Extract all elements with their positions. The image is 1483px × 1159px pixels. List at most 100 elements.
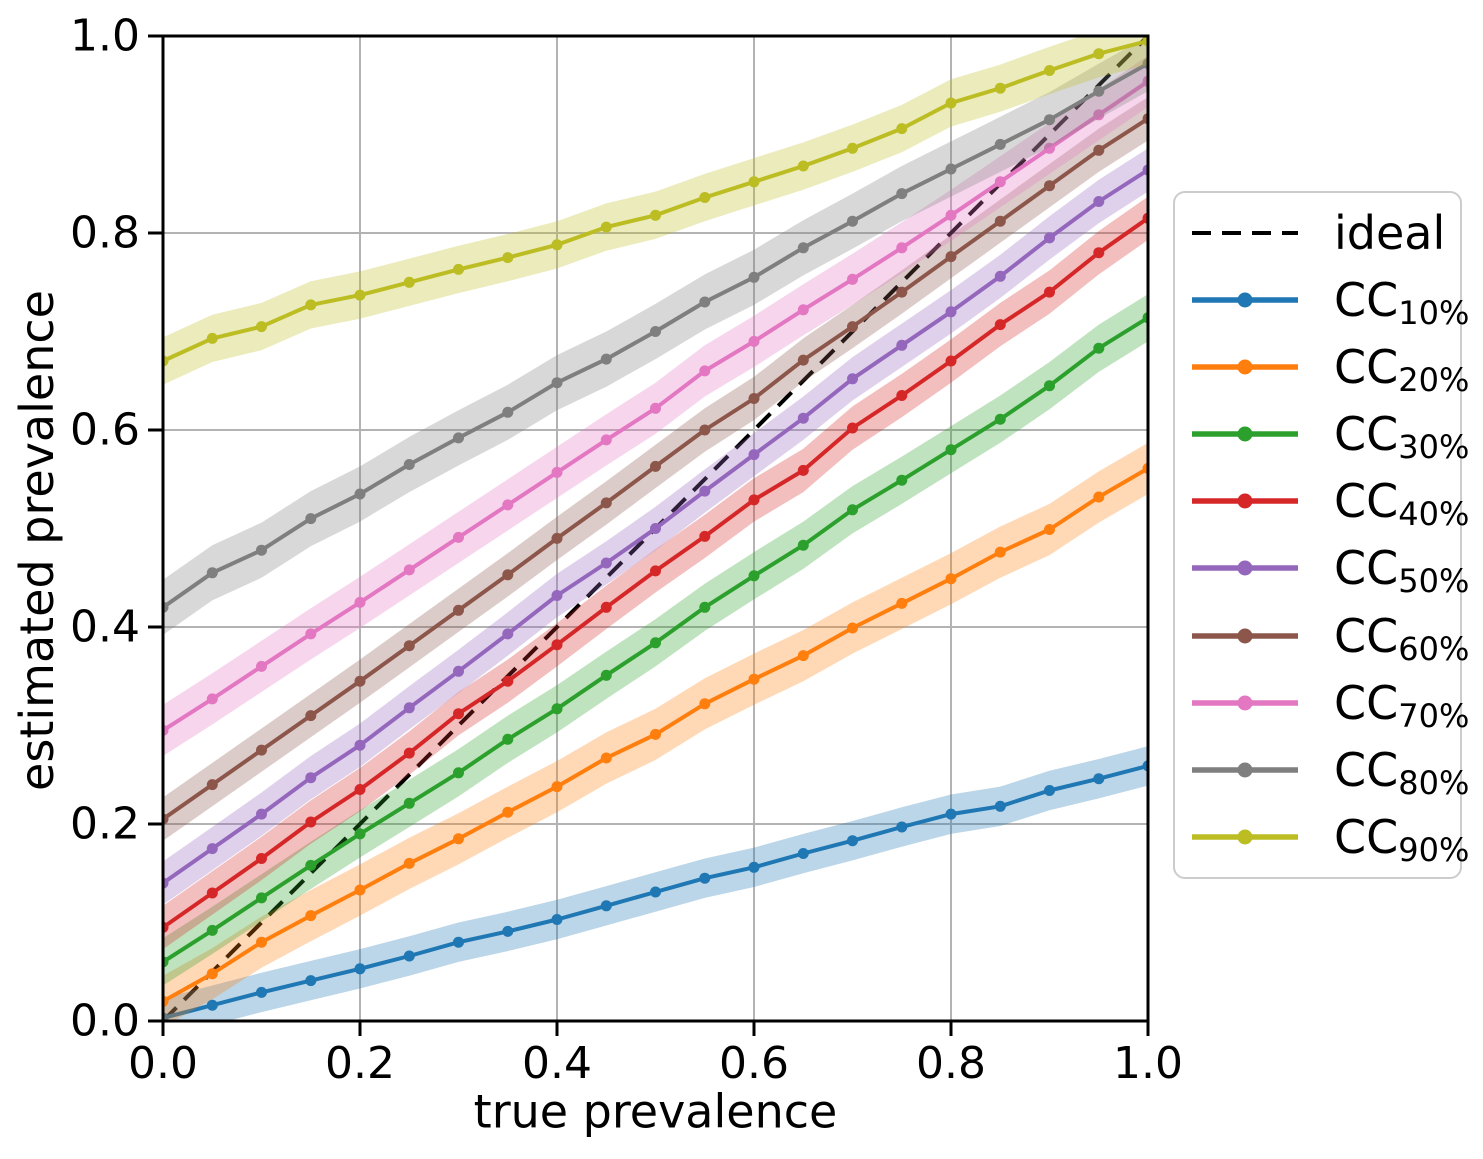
series-marker-icon: [1237, 762, 1253, 778]
data-point-marker: [896, 242, 908, 254]
data-point-marker: [502, 925, 514, 937]
legend-entry-cc-30-: CC30%: [1190, 401, 1469, 467]
data-point-marker: [256, 892, 267, 904]
series-marker-icon: [1237, 426, 1253, 442]
data-point-marker: [748, 494, 760, 506]
data-point-marker: [699, 296, 711, 308]
data-point-marker: [354, 675, 366, 687]
data-point-marker: [551, 466, 563, 478]
data-point-marker: [403, 857, 415, 869]
data-point-marker: [256, 853, 267, 864]
data-point-marker: [502, 569, 514, 581]
data-point-marker: [600, 353, 612, 365]
data-point-marker: [847, 273, 858, 285]
data-point-marker: [256, 808, 267, 820]
data-point-marker: [256, 660, 267, 672]
data-point-marker: [256, 744, 267, 756]
series-cc-90-: [163, 36, 1148, 385]
data-point-marker: [945, 97, 957, 109]
data-point-marker: [896, 123, 908, 135]
legend-swatch-ideal: [1192, 231, 1298, 236]
data-point-marker: [748, 176, 760, 188]
data-point-marker: [994, 215, 1006, 227]
data-point-marker: [945, 573, 957, 585]
legend-swatch-cc-50-: [1192, 560, 1298, 576]
data-point-marker: [1044, 142, 1055, 154]
data-point-marker: [354, 739, 366, 751]
data-point-marker: [797, 848, 809, 859]
data-point-marker: [1093, 196, 1105, 207]
data-point-marker: [453, 936, 464, 948]
plot-area: [163, 36, 1148, 1021]
data-point-marker: [748, 861, 760, 873]
data-point-marker: [847, 622, 858, 634]
legend-swatch-cc-20-: [1192, 359, 1298, 375]
data-point-marker: [994, 82, 1006, 94]
data-point-marker: [600, 900, 612, 912]
series-marker-icon: [1237, 628, 1253, 644]
data-point-marker: [305, 513, 317, 525]
data-point-marker: [797, 539, 809, 551]
data-point-marker: [1044, 785, 1055, 796]
data-point-marker: [305, 299, 317, 311]
data-point-marker: [354, 289, 366, 301]
series-cc-70-: [163, 55, 1148, 756]
data-point-marker: [551, 914, 563, 925]
data-point-marker: [354, 596, 366, 608]
data-point-marker: [797, 412, 809, 424]
data-point-marker: [1093, 247, 1105, 259]
legend-swatch-cc-30-: [1192, 426, 1298, 442]
data-point-marker: [551, 532, 563, 544]
data-point-marker: [453, 263, 464, 275]
data-point-marker: [699, 872, 711, 884]
data-point-marker: [797, 242, 809, 254]
data-point-marker: [354, 828, 366, 840]
data-point-marker: [453, 531, 464, 543]
data-point-marker: [847, 321, 858, 333]
data-point-marker: [896, 474, 908, 486]
data-point-marker: [699, 365, 711, 377]
data-point-marker: [305, 816, 317, 828]
data-point-marker: [206, 968, 218, 980]
series-marker-icon: [1237, 695, 1253, 711]
data-point-marker: [403, 276, 415, 288]
data-point-marker: [650, 637, 661, 649]
data-point-marker: [206, 567, 218, 579]
data-point-marker: [1044, 380, 1055, 392]
data-point-marker: [650, 728, 661, 740]
data-point-marker: [600, 557, 612, 569]
data-point-marker: [1044, 524, 1055, 535]
data-point-marker: [206, 779, 218, 791]
data-point-marker: [403, 797, 415, 809]
data-point-marker: [1093, 773, 1105, 785]
y-tick-label: 1.0: [70, 11, 140, 62]
data-point-marker: [699, 424, 711, 436]
data-point-marker: [699, 530, 711, 542]
data-point-marker: [354, 488, 366, 500]
data-point-marker: [551, 781, 563, 793]
y-axis-label: estimated prevalence: [10, 290, 64, 791]
data-point-marker: [600, 752, 612, 764]
series-cc-60-: [163, 97, 1148, 841]
series-marker-icon: [1237, 292, 1253, 308]
data-point-marker: [748, 335, 760, 347]
data-point-marker: [502, 806, 514, 818]
data-point-marker: [600, 669, 612, 681]
data-point-marker: [847, 835, 858, 847]
data-point-marker: [797, 650, 809, 662]
legend-swatch-cc-40-: [1192, 493, 1298, 509]
data-point-marker: [748, 271, 760, 283]
data-point-marker: [256, 544, 267, 556]
data-point-marker: [256, 986, 267, 998]
data-point-marker: [1093, 85, 1105, 97]
data-point-marker: [403, 640, 415, 652]
data-point-marker: [699, 698, 711, 710]
legend-label-cc-60-: CC60%: [1334, 608, 1470, 668]
data-point-marker: [305, 772, 317, 784]
x-tick-label: 0.4: [522, 1038, 592, 1089]
data-point-marker: [206, 843, 218, 855]
data-point-marker: [994, 138, 1006, 150]
legend-label-cc-30-: CC30%: [1334, 407, 1470, 467]
series-cc-10-: [163, 746, 1148, 1021]
